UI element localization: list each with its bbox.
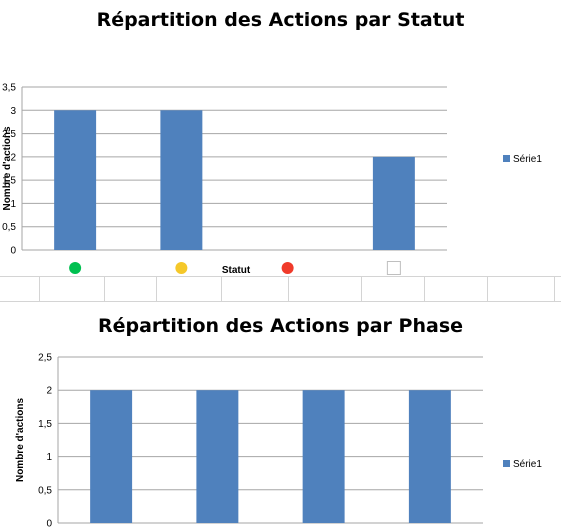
y-tick-label: 2,5 [2, 129, 16, 140]
spreadsheet-cell-divider [361, 277, 362, 301]
bar [160, 110, 203, 251]
bar [196, 390, 239, 523]
spreadsheet-cell-divider [39, 277, 40, 301]
spreadsheet-cell-divider [156, 277, 157, 301]
chart-title-statut: Répartition des Actions par Statut [96, 9, 465, 31]
y-tick-label: 0,5 [38, 485, 52, 496]
spreadsheet-cell-divider [554, 277, 555, 301]
y-tick-label: 0 [10, 246, 16, 257]
y-tick-label: 2,5 [38, 353, 52, 364]
y-tick-label: 1,5 [38, 419, 52, 430]
y-tick-label: 1,5 [2, 176, 16, 187]
chart-statut: 0 0,5 1 1,5 2 2,5 3 3,5 Nombre d'actions Série1 St… [2, 83, 542, 277]
y-tick-label: 2 [10, 152, 16, 163]
legend-label: Série1 [513, 459, 542, 470]
legend-swatch [503, 460, 510, 467]
spreadsheet-cell-divider [104, 277, 105, 301]
empty-square-icon [386, 261, 401, 275]
y-tick-label: 0 [46, 519, 52, 530]
spreadsheet-cell-divider [487, 277, 488, 301]
yellow-circle-icon [175, 262, 188, 274]
y-axis-title: Nombre d'actions [15, 398, 26, 482]
y-tick-label: 1 [10, 199, 16, 210]
spreadsheet-cell-divider [288, 277, 289, 301]
spreadsheet-cell-divider [221, 277, 222, 301]
legend-swatch [503, 155, 510, 162]
green-circle-icon [69, 262, 82, 274]
legend-label: Série1 [513, 154, 542, 165]
bar [302, 390, 345, 523]
y-tick-label: 3,5 [2, 83, 16, 94]
bar [372, 156, 415, 250]
y-tick-label: 2 [46, 386, 52, 397]
chart-title-phase: Répartition des Actions par Phase [97, 315, 464, 337]
x-axis-title: Statut [222, 265, 251, 276]
bar [54, 110, 97, 251]
y-tick-label: 1 [46, 452, 52, 463]
red-circle-icon [281, 262, 294, 274]
spreadsheet-row [0, 276, 561, 302]
bar [408, 390, 451, 523]
bar [90, 390, 133, 523]
spreadsheet-cell-divider [424, 277, 425, 301]
y-axis-title: Nombre d'actions [2, 126, 13, 210]
y-tick-label: 3 [10, 106, 16, 117]
y-tick-label: 0,5 [2, 222, 16, 233]
